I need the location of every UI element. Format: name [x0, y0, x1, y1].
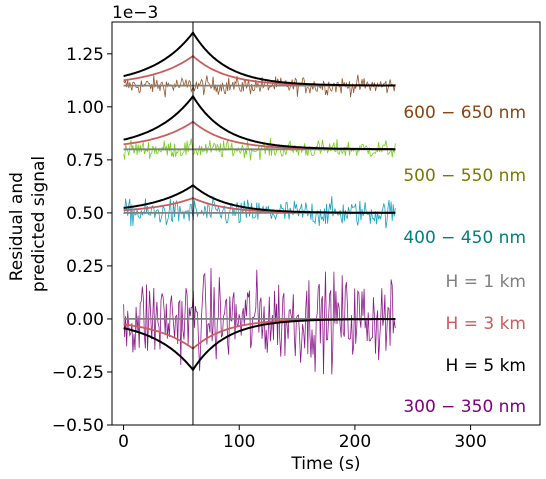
- band-label-2: 400 − 450 nm: [403, 228, 526, 248]
- band-label-0: 600 − 650 nm: [403, 103, 526, 123]
- y-tick-label: 0.25: [66, 257, 104, 277]
- residual-series-3: [123, 268, 396, 375]
- residual-series-1: [123, 137, 396, 161]
- y-tick-label: 1.00: [66, 98, 104, 118]
- residual-series-0: [123, 74, 396, 98]
- model-curve-3-2: [123, 318, 396, 372]
- x-axis-label: Time (s): [290, 454, 360, 474]
- series-layer: [123, 30, 396, 375]
- y-tick-label: 0.75: [66, 151, 104, 171]
- y-tick-label: −0.25: [52, 363, 104, 383]
- offset-label: 1e−3: [112, 3, 158, 23]
- x-tick-label: 300: [454, 432, 486, 452]
- model-label-2: H = 5 km: [446, 356, 526, 376]
- ticks-layer: 0 100 200 300 −0.50 −0.25 0.00 0.25 0.50 0.75 1.00…: [52, 45, 487, 452]
- y-tick-label: 0.50: [66, 204, 104, 224]
- model-label-1: H = 3 km: [446, 314, 526, 334]
- y-axis-label-line-2: predicted signal: [29, 156, 49, 292]
- y-tick-label: −0.50: [52, 416, 104, 436]
- model-curve-1-2: [123, 94, 396, 151]
- y-axis-label: Residual and predicted signal: [7, 156, 49, 292]
- model-curve-0-2: [123, 30, 396, 87]
- y-tick-label: 0.00: [66, 310, 104, 330]
- x-tick-label: 0: [118, 432, 129, 452]
- band-label-3: 300 − 350 nm: [403, 397, 526, 417]
- annotation-layer: 600 − 650 nm 500 − 550 nm 400 − 450 nm 300 …: [403, 103, 526, 417]
- model-curve-2-2: [123, 184, 396, 214]
- model-label-0: H = 1 km: [446, 272, 526, 292]
- x-tick-label: 200: [339, 432, 371, 452]
- y-axis-label-line-1: Residual and: [7, 172, 27, 281]
- plot-frame: [111, 21, 541, 426]
- y-tick-label: 1.25: [66, 45, 104, 65]
- x-tick-label: 100: [223, 432, 255, 452]
- band-label-1: 500 − 550 nm: [403, 166, 526, 186]
